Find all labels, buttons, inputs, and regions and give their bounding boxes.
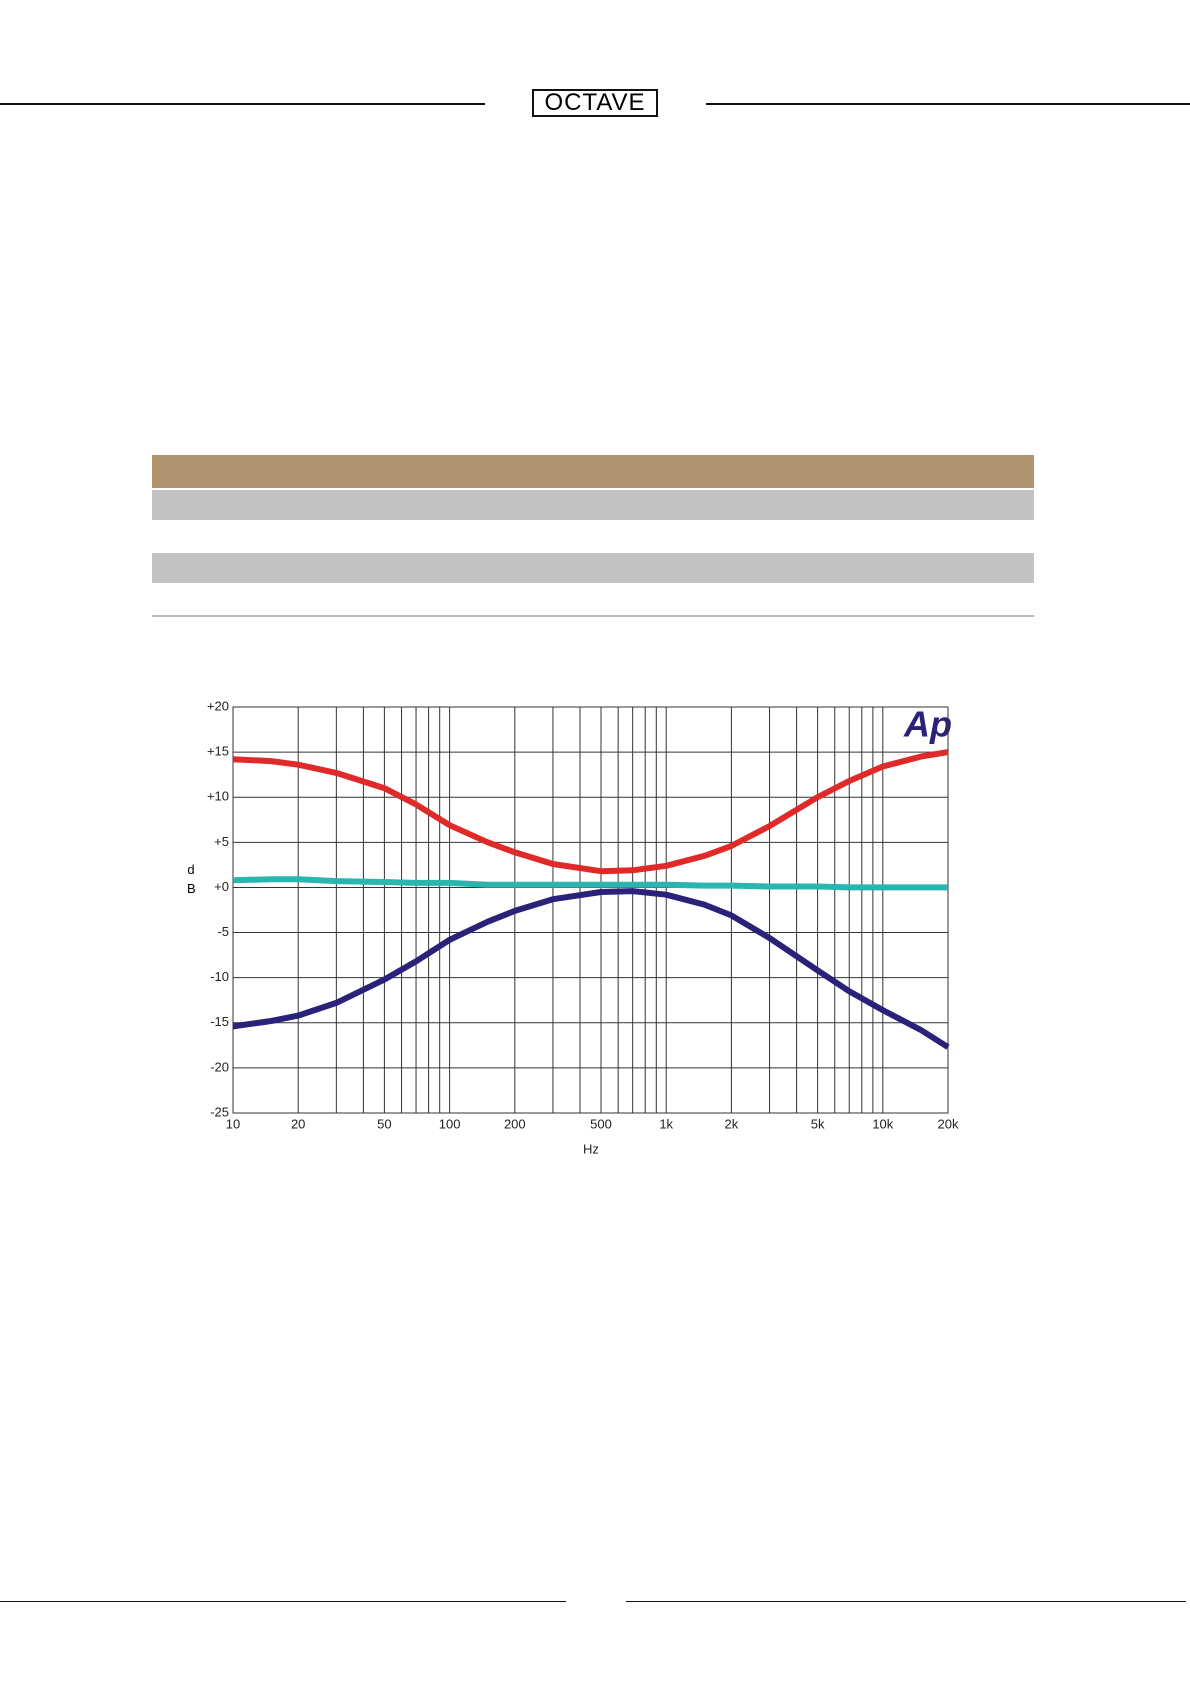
x-tick-label: 20k: [938, 1116, 959, 1131]
x-axis-label: Hz: [583, 1141, 599, 1156]
footer-rule: [0, 1601, 566, 1602]
series-line: [232, 749, 949, 875]
y-axis-label: dB: [187, 862, 196, 896]
x-tick-label: 500: [590, 1116, 612, 1131]
logo: OCTAVE: [532, 89, 658, 117]
table-rule: [152, 615, 1034, 617]
x-tick-label: 100: [439, 1116, 461, 1131]
y-tick-label: +5: [214, 834, 229, 849]
series-line: [232, 888, 950, 1050]
x-tick-label: 20: [291, 1116, 305, 1131]
table-header-bar: [152, 455, 1034, 488]
y-tick-label: -10: [210, 969, 229, 984]
plot-frame: [232, 706, 949, 1114]
table-row-bar: [152, 553, 1034, 583]
x-tick-label: 200: [504, 1116, 526, 1131]
y-tick-label: +10: [207, 789, 229, 804]
y-tick-label: -5: [217, 924, 229, 939]
y-tick-label: -20: [210, 1059, 229, 1074]
y-tick-label: +15: [207, 744, 229, 759]
series-line: [232, 876, 948, 891]
x-tick-label: 10k: [872, 1116, 893, 1131]
y-tick-label: -15: [210, 1014, 229, 1029]
y-tick-label: -25: [210, 1104, 229, 1119]
x-tick-label: 1k: [659, 1116, 673, 1131]
y-tick-label: +0: [214, 879, 229, 894]
y-tick-label: +20: [207, 698, 229, 713]
x-tick-label: 2k: [725, 1116, 739, 1131]
table-row-bar: [152, 490, 1034, 520]
footer-rule: [626, 1601, 1186, 1602]
annotation: Ap: [903, 704, 952, 745]
x-tick-label: 10: [226, 1116, 240, 1131]
x-tick-label: 50: [377, 1116, 391, 1131]
x-tick-label: 5k: [811, 1116, 825, 1131]
header-rule: [0, 103, 485, 105]
header-rule: [706, 103, 1190, 105]
